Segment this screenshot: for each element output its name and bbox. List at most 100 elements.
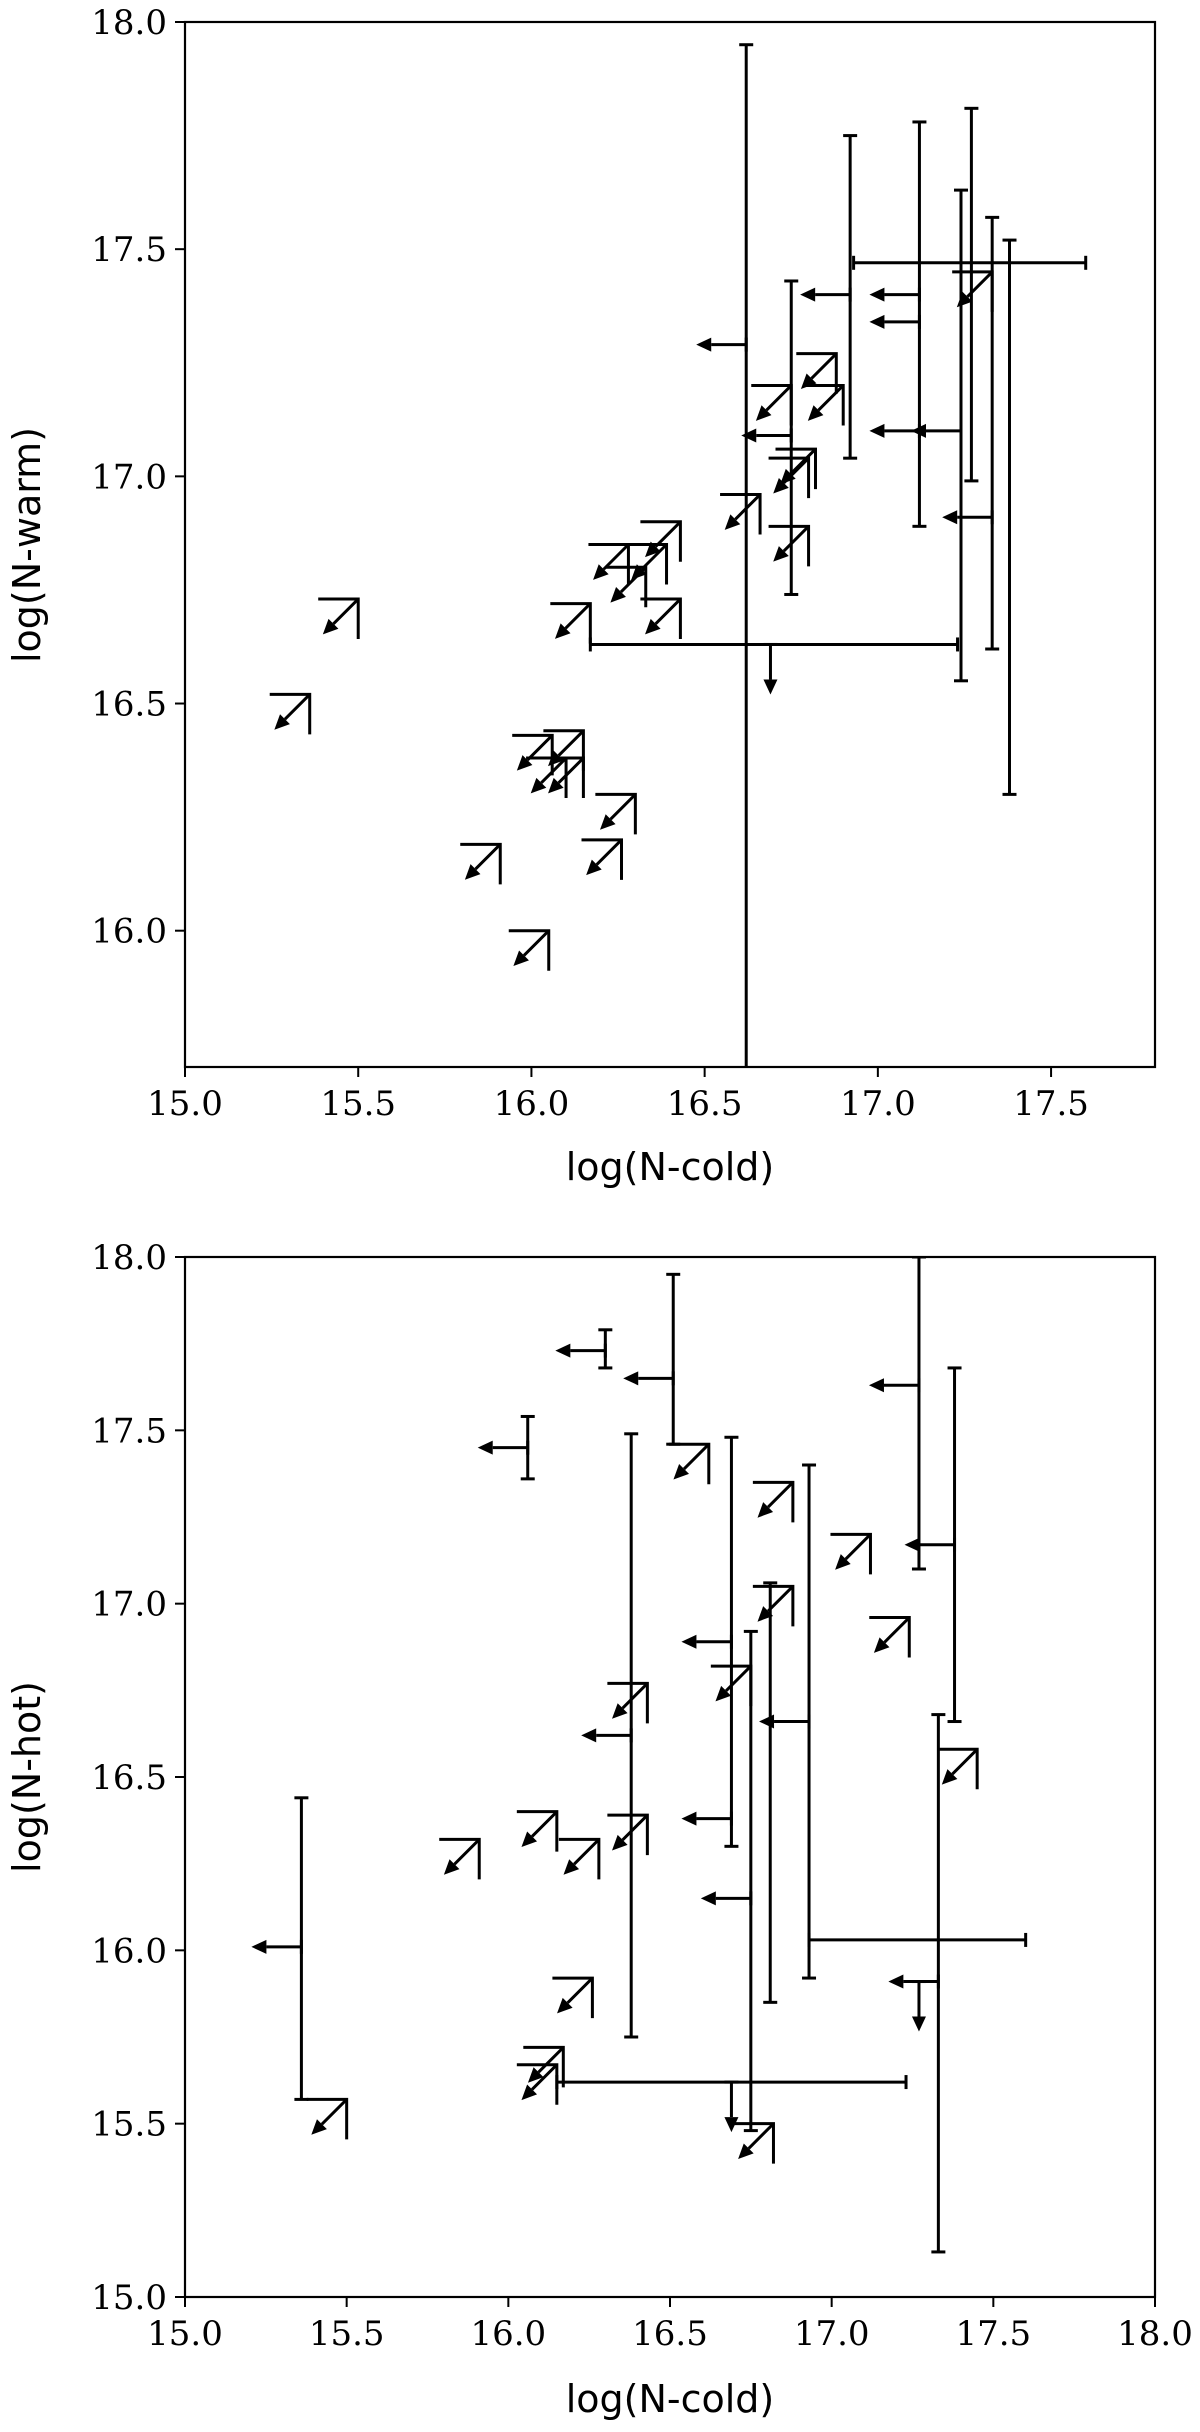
x-tick-label: 17.0 <box>840 1084 916 1124</box>
y-tick-label: 17.5 <box>91 230 167 270</box>
plot-frame-top <box>183 20 1157 1069</box>
limit-arrow-shaft <box>619 566 647 594</box>
data-point <box>439 1837 481 1880</box>
x-tick-label: 17.5 <box>1013 1084 1089 1124</box>
limit-arrow-head <box>548 777 564 794</box>
data-point <box>796 352 838 394</box>
limit-arrow-shaft <box>609 793 637 821</box>
limit-arrow-head <box>724 2117 739 2133</box>
y-axis-label-bottom: log(N-hot) <box>5 1681 49 1873</box>
limit-arrow-head <box>869 314 885 329</box>
limit-arrow-shaft <box>782 525 810 553</box>
limit-arrow-head <box>755 405 772 421</box>
x-axis-label-top: log(N-cold) <box>566 1145 775 1189</box>
data-point <box>640 597 682 640</box>
x-axis-label-bottom: log(N-cold) <box>566 2377 775 2421</box>
limit-arrow-head <box>322 618 339 635</box>
limit-arrow-head <box>724 514 741 530</box>
data-point <box>516 1810 559 1852</box>
y-tick-label: 15.5 <box>91 2105 167 2145</box>
data-point <box>269 692 312 735</box>
limit-arrow-head <box>612 1834 628 1851</box>
limit-arrow-head <box>513 950 529 967</box>
limit-arrow-shaft <box>557 729 585 757</box>
data-point <box>555 2075 908 2133</box>
x-tick-label: 15.5 <box>309 2314 385 2354</box>
limit-arrow-shaft <box>320 2098 348 2126</box>
data-point <box>869 1616 911 1658</box>
data-point <box>526 756 568 799</box>
chart-panel-bottom: 15.0 15.5 16.0 16.5 17.0 17.5 18.0 15.0 15.5 16.0… <box>5 1238 1193 2421</box>
limit-arrow-shaft <box>595 838 623 866</box>
y-tick-label: 15.0 <box>91 2278 167 2318</box>
limit-arrow-shaft <box>537 2046 565 2074</box>
limit-arrow-head <box>800 373 817 390</box>
limit-arrow-shaft <box>564 602 592 630</box>
limit-arrow-shaft <box>734 493 762 521</box>
limit-arrow-shaft <box>725 1665 752 1692</box>
limit-arrow-shaft <box>810 352 838 380</box>
limit-arrow-head <box>600 814 616 830</box>
data-point <box>937 1747 979 1790</box>
data-point <box>741 279 799 596</box>
data-point <box>605 565 648 608</box>
data-point <box>306 2097 349 2140</box>
limit-arrow-shaft <box>573 1838 600 1866</box>
y-tick-label: 17.0 <box>91 457 167 497</box>
data-point <box>668 1442 711 1485</box>
data-point <box>555 1328 613 1370</box>
y-tick-label: 16.5 <box>91 685 167 725</box>
limit-arrow-shaft <box>557 756 585 784</box>
limit-arrow-head <box>673 1463 690 1480</box>
data-point <box>558 1837 601 1880</box>
data-point <box>607 1813 649 1856</box>
limit-arrow-shaft <box>844 1533 872 1561</box>
data-point <box>852 255 1088 270</box>
data-point <box>807 1932 1028 1947</box>
y-tick-label: 18.0 <box>91 3 167 43</box>
limit-arrow-head <box>521 1831 538 1848</box>
limit-arrow-shaft <box>453 1838 481 1866</box>
limit-arrow-shaft <box>332 597 360 625</box>
limit-arrow-shaft <box>767 1585 794 1613</box>
data-point <box>752 1584 795 1627</box>
limit-arrow-shaft <box>747 2122 775 2150</box>
limit-arrow-head <box>911 2016 926 2032</box>
limit-arrow-head <box>516 755 533 771</box>
limit-arrow-head <box>464 864 481 880</box>
data-point <box>251 1796 309 2101</box>
data-point <box>696 337 748 352</box>
limit-arrow-head <box>623 1371 639 1386</box>
limit-arrow-head <box>696 337 712 352</box>
x-tick-label: 15.0 <box>147 1084 223 1124</box>
limit-arrow-head <box>563 1859 580 1875</box>
data-point <box>904 1366 962 1724</box>
limit-arrow-head <box>645 541 661 558</box>
limit-arrow-shaft <box>526 734 554 762</box>
limit-arrow-head <box>527 2067 544 2083</box>
limit-arrow-head <box>274 714 290 730</box>
y-tick-label: 16.0 <box>91 1931 167 1971</box>
limit-arrow-head <box>741 428 757 443</box>
y-tick-label: 18.0 <box>91 1238 167 1278</box>
limit-arrow-head <box>700 1891 716 1906</box>
limit-arrow-head <box>645 618 661 635</box>
data-point <box>868 1257 926 1571</box>
data-point <box>803 383 845 426</box>
limit-arrow-shaft <box>531 1810 558 1838</box>
limit-arrow-head <box>941 1769 958 1785</box>
data-point <box>700 1629 758 2133</box>
limit-arrow-head <box>557 1997 573 2014</box>
limit-arrow-head <box>443 1859 460 1875</box>
limit-arrow-shaft <box>566 1977 594 2004</box>
x-tick-label: 15.5 <box>320 1084 396 1124</box>
y-tick-label: 16.0 <box>91 912 167 952</box>
limit-arrow-shaft <box>654 520 682 548</box>
limit-arrow-head <box>780 468 796 485</box>
limit-arrow-head <box>681 1634 697 1649</box>
limit-arrow-shaft <box>621 1682 649 1710</box>
limit-arrow-shaft <box>789 448 817 475</box>
data-point <box>623 1272 681 1446</box>
data-point <box>888 1713 946 2254</box>
